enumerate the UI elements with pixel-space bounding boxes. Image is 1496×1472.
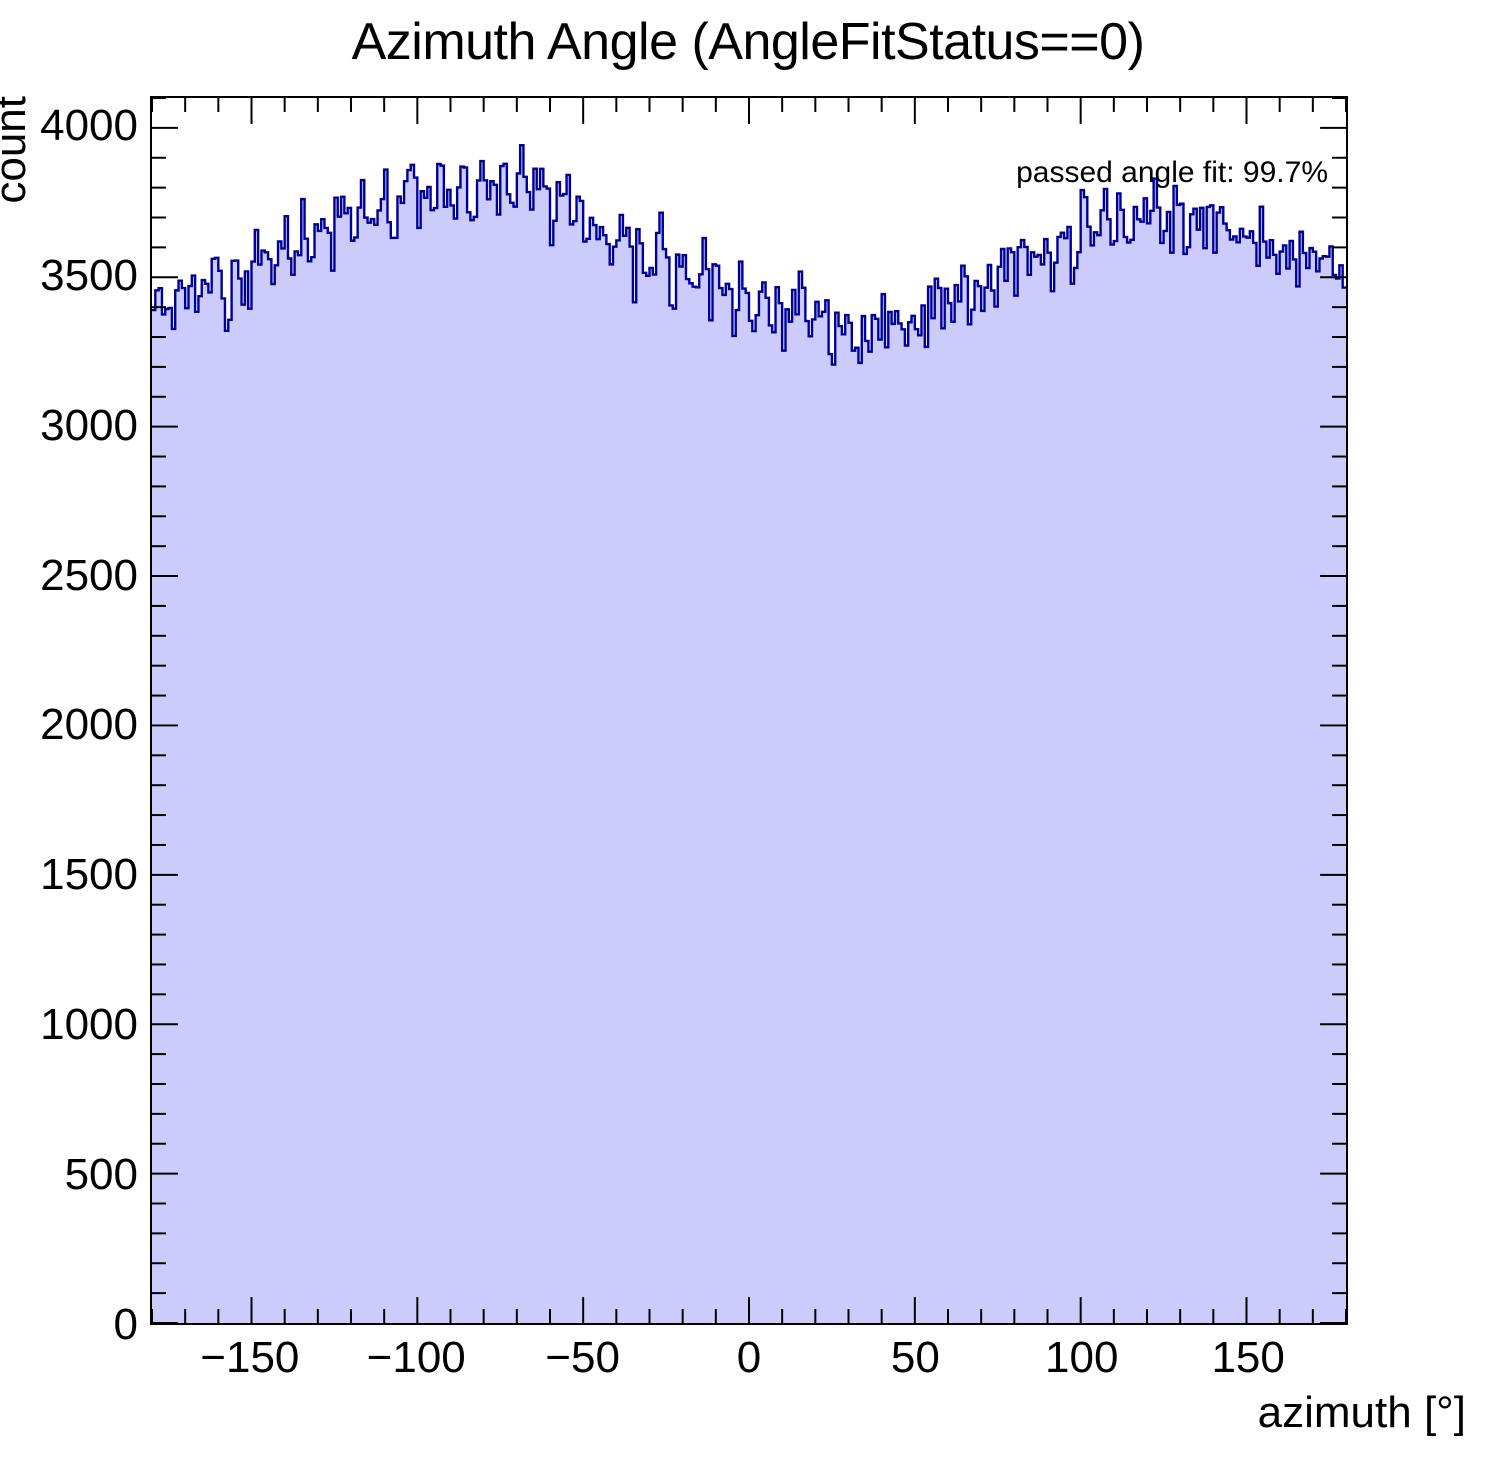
y-axis-tick-label: 2500	[40, 550, 138, 600]
x-axis-tick-label: 100	[1045, 1333, 1119, 1382]
y-axis-tick-label: 1000	[40, 1000, 138, 1050]
page-title: Azimuth Angle (AngleFitStatus==0)	[351, 13, 1145, 71]
axis-ticks	[152, 98, 1346, 1323]
y-axis-tick-label: 4000	[40, 100, 138, 150]
y-axis-tick-label: 2000	[40, 700, 138, 750]
histogram-series	[152, 98, 1346, 1323]
y-axis-tick-label: 3500	[40, 250, 138, 300]
x-axis-tick-label: −100	[366, 1333, 466, 1382]
x-axis-tick-label: 0	[736, 1333, 762, 1382]
y-axis-tick-label: 500	[64, 1150, 138, 1200]
x-axis-tick-label: 150	[1211, 1333, 1285, 1382]
histogram-fill	[152, 145, 1346, 1323]
y-axis-title: count	[0, 96, 35, 204]
x-axis-tick-label: −150	[200, 1333, 300, 1382]
y-axis-tick-label: 1500	[40, 850, 138, 900]
histogram-outline	[152, 144, 1346, 366]
plot-area: passed angle fit: 99.7%	[150, 96, 1348, 1325]
x-axis-title: azimuth [°]	[1257, 1388, 1466, 1437]
annotation-passed-angle-fit: passed angle fit: 99.7%	[1016, 156, 1328, 189]
y-axis-tick-label: 0	[113, 1300, 138, 1349]
x-axis-tick-label: −50	[545, 1333, 620, 1382]
x-axis-tick-label: 50	[890, 1333, 940, 1382]
y-axis-tick-label: 3000	[40, 400, 138, 450]
